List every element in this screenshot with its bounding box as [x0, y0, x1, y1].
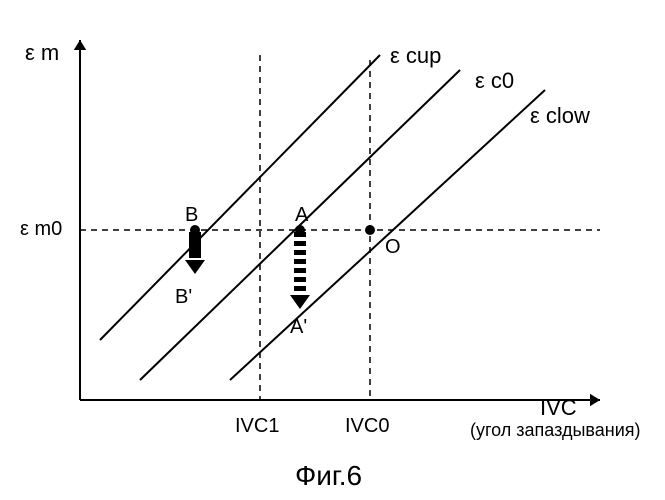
line-label-eps-clow: ε clow	[530, 103, 590, 129]
x-tick-ivc0: IVC0	[345, 415, 389, 438]
y-tick-em0: ε m0	[20, 218, 62, 241]
x-tick-ivc1: IVC1	[235, 415, 279, 438]
point-label-Bprime: B'	[175, 286, 192, 309]
y-axis-label: ε m	[25, 40, 59, 66]
line-label-eps-cup: ε cup	[390, 43, 441, 69]
point-label-A: A	[295, 204, 308, 227]
point-label-Aprime: A'	[290, 316, 307, 339]
x-axis-label-main: IVC	[540, 395, 577, 421]
x-axis-label-sub: (угол запаздывания)	[470, 420, 641, 441]
point-label-O: O	[385, 236, 401, 259]
line-label-eps-c0: ε c0	[475, 68, 514, 94]
figure-caption: Фиг.6	[295, 460, 362, 492]
chart-container: ε m IVC (угол запаздывания) ε m0 IVC1 IV…	[0, 0, 665, 500]
point-label-B: B	[185, 204, 198, 227]
